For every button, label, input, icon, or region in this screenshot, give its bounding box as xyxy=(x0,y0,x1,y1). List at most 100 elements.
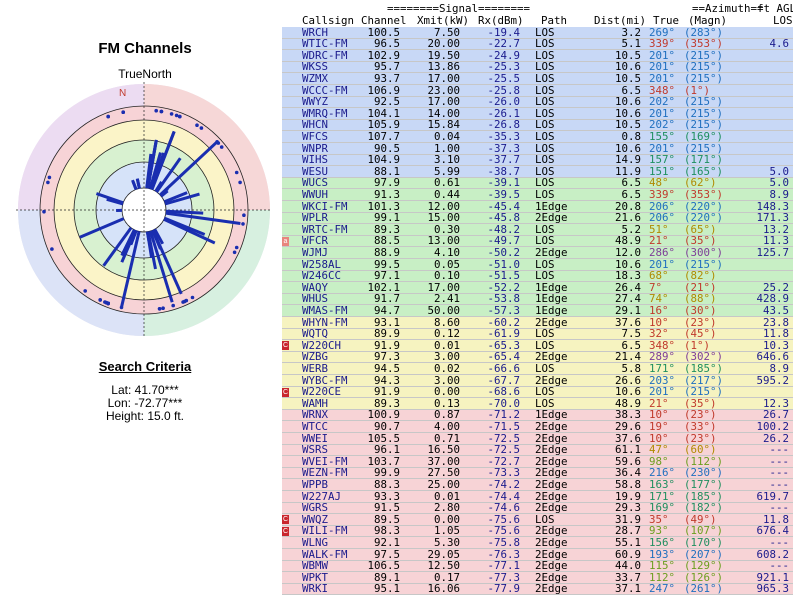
los-cell: --- xyxy=(742,444,789,456)
true-azimuth-cell: 16° xyxy=(649,305,669,317)
magn-azimuth-cell: (220°) xyxy=(684,212,723,224)
los-cell: 965.3 xyxy=(742,583,789,595)
true-north-label: TrueNorth xyxy=(0,67,290,81)
longitude-text: Lon: -72.77*** xyxy=(0,396,290,410)
station-dot xyxy=(195,123,199,127)
path-cell: LOS xyxy=(535,363,555,375)
true-azimuth-cell: 68° xyxy=(649,270,669,282)
path-cell: LOS xyxy=(535,96,555,108)
station-dot xyxy=(171,304,175,308)
channel-cell: 97.1 xyxy=(361,270,400,282)
dist-cell: 55.1 xyxy=(592,537,641,549)
station-dot xyxy=(242,213,246,217)
rx-cell: -77.1 xyxy=(472,560,520,572)
dist-cell: 18.3 xyxy=(592,270,641,282)
xmit-cell: 16.06 xyxy=(410,583,460,595)
path-cell: LOS xyxy=(535,386,555,398)
callsign-cell: WJMJ xyxy=(302,247,328,259)
magn-azimuth-cell: (261°) xyxy=(684,583,723,595)
xmit-cell: 17.00 xyxy=(410,73,460,85)
magn-azimuth-cell: (33°) xyxy=(684,421,717,433)
station-dot xyxy=(154,109,158,113)
true-azimuth-cell: 156° xyxy=(649,537,675,549)
callsign-cell: WGRS xyxy=(302,502,328,514)
dist-cell: 5.1 xyxy=(592,38,641,50)
channel-cell: 95.1 xyxy=(361,583,400,595)
station-dot xyxy=(178,115,182,119)
xmit-cell: 3.10 xyxy=(410,154,460,166)
dist-cell: 12.0 xyxy=(592,247,641,259)
rx-cell: -57.3 xyxy=(472,305,520,317)
magn-azimuth-cell: (353°) xyxy=(684,189,723,201)
rx-cell: -75.8 xyxy=(472,537,520,549)
path-cell: 2Edge xyxy=(535,444,568,456)
dist-cell: 6.5 xyxy=(592,189,641,201)
callsign-cell: WPLR xyxy=(302,212,328,224)
panel-title: FM Channels xyxy=(0,40,290,57)
xmit-cell: 0.00 xyxy=(410,386,460,398)
status-badge: a xyxy=(282,237,289,246)
rx-cell: -66.6 xyxy=(472,363,520,375)
callsign-cell: WRKI xyxy=(302,583,328,595)
callsign-cell: WFCS xyxy=(302,131,328,143)
station-spoke xyxy=(166,211,203,213)
xmit-cell: 5.30 xyxy=(410,537,460,549)
magn-azimuth-cell: (182°) xyxy=(684,502,723,514)
callsign-cell: W220CE xyxy=(302,386,341,398)
channel-cell: 96.5 xyxy=(361,38,400,50)
channel-cell: 92.5 xyxy=(361,96,400,108)
status-badge: C xyxy=(282,527,289,536)
station-dot xyxy=(158,307,162,311)
station-dot xyxy=(160,110,164,114)
station-dot xyxy=(183,300,187,304)
los-cell: 4.6 xyxy=(742,38,789,50)
xmit-cell: 17.00 xyxy=(410,96,460,108)
channel-cell: 91.3 xyxy=(361,189,400,201)
station-dot xyxy=(235,246,239,250)
true-azimuth-cell: 247° xyxy=(649,583,675,595)
rx-cell: -77.9 xyxy=(472,583,520,595)
dist-cell: 44.0 xyxy=(592,560,641,572)
dist-cell: 29.1 xyxy=(592,305,641,317)
true-azimuth-cell: 169° xyxy=(649,502,675,514)
rx-cell: -25.5 xyxy=(472,73,520,85)
dist-cell: 29.6 xyxy=(592,421,641,433)
station-dot xyxy=(233,251,237,255)
dist-cell: 29.3 xyxy=(592,502,641,514)
channel-cell: 91.5 xyxy=(361,502,400,514)
callsign-cell: WSRS xyxy=(302,444,328,456)
table-row[interactable]: WRKI 95.1 16.06 -77.9 2Edge 37.1 247° (261°) 965… xyxy=(282,584,793,595)
dist-cell: 5.8 xyxy=(592,363,641,375)
channel-cell: 94.7 xyxy=(361,305,400,317)
station-dot xyxy=(220,145,224,149)
xmit-cell: 25.00 xyxy=(410,479,460,491)
channel-cell: 89.9 xyxy=(361,328,400,340)
xmit-cell: 16.50 xyxy=(410,444,460,456)
xmit-cell: 0.12 xyxy=(410,328,460,340)
los-cell: 100.2 xyxy=(742,421,789,433)
station-dot xyxy=(215,140,219,144)
true-azimuth-cell: 339° xyxy=(649,38,675,50)
dist-cell: 58.8 xyxy=(592,479,641,491)
xmit-cell: 0.02 xyxy=(410,363,460,375)
xmit-cell: 15.00 xyxy=(410,212,460,224)
los-cell: 8.9 xyxy=(742,189,789,201)
rx-cell: -71.5 xyxy=(472,421,520,433)
station-dot xyxy=(42,210,46,214)
callsign-cell: WTIC-FM xyxy=(302,38,348,50)
magn-azimuth-cell: (353°) xyxy=(684,38,723,50)
station-dot xyxy=(103,300,107,304)
rx-cell: -37.7 xyxy=(472,154,520,166)
left-panel: FM Channels TrueNorth N Search Criteria … xyxy=(0,0,290,587)
magn-azimuth-cell: (170°) xyxy=(684,537,723,549)
station-dot xyxy=(120,306,124,310)
xmit-cell: 0.04 xyxy=(410,131,460,143)
true-azimuth-cell: 47° xyxy=(649,444,669,456)
callsign-cell: WBMW xyxy=(302,560,328,572)
channel-cell: 88.3 xyxy=(361,479,400,491)
path-cell: 2Edge xyxy=(535,583,568,595)
dist-cell: 37.1 xyxy=(592,583,641,595)
magn-azimuth-cell: (129°) xyxy=(684,560,723,572)
magn-azimuth-cell: (185°) xyxy=(684,363,723,375)
true-azimuth-cell: 115° xyxy=(649,560,675,572)
